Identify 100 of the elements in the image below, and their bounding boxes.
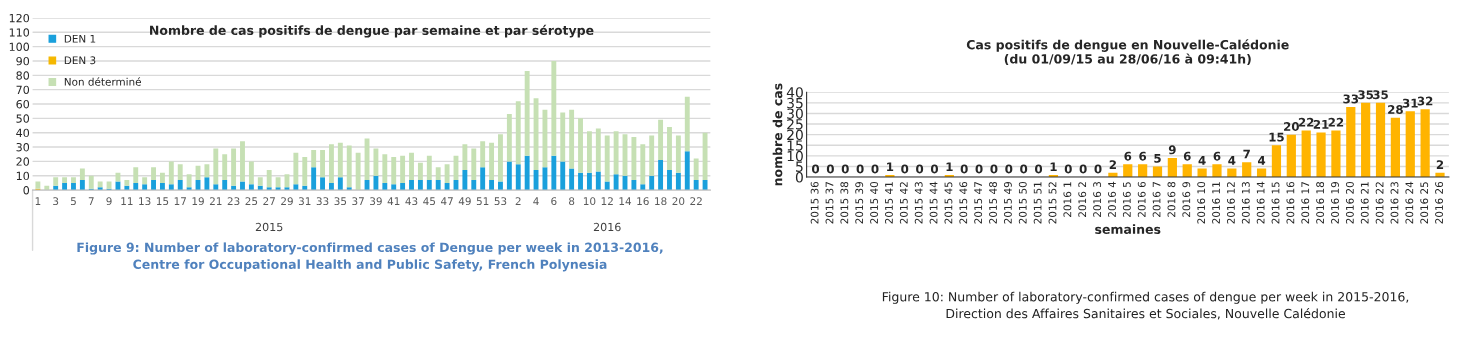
- x-tick-label: 2016 23: [1390, 182, 1399, 224]
- x-tick-label: 31: [298, 197, 311, 206]
- data-label: 6: [1213, 151, 1221, 161]
- x-tick-label: 41: [387, 197, 400, 205]
- x-tick-label: 12: [601, 197, 613, 205]
- x-tick-label: 19: [192, 197, 204, 206]
- x-tick-label: 2016 14: [1256, 181, 1265, 224]
- y-tick-label: 0: [795, 172, 803, 183]
- data-label: 2: [1436, 160, 1444, 169]
- data-label: 4: [1228, 156, 1236, 165]
- data-label: 0: [1064, 164, 1072, 174]
- x-tick-label: 2015 43: [914, 182, 923, 224]
- legend-label: Non déterminé: [64, 77, 141, 86]
- x-tick-label: 2016 20: [1345, 181, 1354, 224]
- x-tick-label: 2016 25: [1420, 182, 1429, 224]
- x-tick-label: 2015 50: [1018, 181, 1027, 224]
- x-tick-label: 1: [35, 197, 41, 205]
- x-tick-label: 6: [551, 197, 557, 206]
- x-tick-label: 2016 18: [1316, 181, 1325, 224]
- x-tick-label: 9: [106, 197, 112, 206]
- data-label: 35: [1358, 90, 1374, 100]
- chart-title: Cas positifs de dengue en Nouvelle-Calédonie: [966, 39, 1289, 52]
- x-tick-label: 2: [515, 197, 521, 205]
- x-tick-label: 49: [458, 197, 471, 206]
- y-tick-label: 90: [16, 56, 30, 66]
- y-tick-label: 15: [787, 140, 803, 151]
- x-tick-label: 2016 13: [1241, 182, 1250, 224]
- x-tick-label: 16: [637, 197, 649, 206]
- caption: Figure 9: Number of laboratory-confirmed cases of Dengue per week in 2013-2016, Centre for Occupational Health and Public Safety, French Polynesia: [77, 242, 663, 272]
- x-tick-label: 2015 36: [810, 181, 819, 224]
- caption: Figure 10: Number of laboratory-confirmed cases of dengue per week in 2015-2016, Direction des Affaires Sanitaires et Sociales, Nouvelle Calédonie: [882, 291, 1409, 320]
- data-label: 0: [930, 164, 939, 174]
- data-label: 6: [1124, 151, 1132, 161]
- data-label: 1: [946, 162, 953, 172]
- y-tick-label: 20: [16, 157, 30, 166]
- data-label: 0: [975, 164, 983, 174]
- x-tick-label: 2016 4: [1108, 181, 1116, 217]
- data-label: 0: [871, 164, 879, 174]
- data-label: 0: [1035, 164, 1043, 174]
- x-tick-label: 35: [334, 197, 347, 206]
- text: 2016: [593, 222, 621, 232]
- x-tick-label: 2015 38: [840, 181, 849, 224]
- y-tick-label: 120: [9, 13, 30, 23]
- text: 2015: [255, 222, 283, 232]
- data-label: 20: [1284, 122, 1299, 131]
- x-tick-label: 14: [619, 197, 632, 205]
- data-label: 6: [1183, 151, 1191, 161]
- x-tick-label: 2016 19: [1331, 181, 1339, 224]
- x-tick-label: 4: [533, 197, 539, 205]
- x-tick-label: 2016 15: [1271, 182, 1280, 224]
- x-tick-label: 2015 44: [929, 181, 938, 224]
- data-label: 22: [1328, 117, 1344, 127]
- x-axis-title: semaines: [1095, 224, 1161, 234]
- data-label: 1: [1050, 162, 1057, 172]
- data-label: 32: [1417, 96, 1433, 106]
- data-label: 0: [916, 164, 924, 174]
- x-tick-label: 18: [655, 197, 667, 206]
- data-label: 2: [1109, 160, 1116, 169]
- data-label: 0: [1020, 164, 1028, 174]
- x-tick-label: 23: [227, 197, 240, 206]
- data-label: 22: [1298, 117, 1314, 127]
- x-tick-label: 2016 2: [1078, 182, 1087, 217]
- data-label: 31: [1402, 98, 1418, 108]
- data-label: 21: [1313, 119, 1329, 129]
- x-tick-label: 2015 48: [989, 181, 997, 224]
- x-tick-label: 2016 5: [1122, 182, 1131, 217]
- data-label: 35: [1373, 90, 1388, 100]
- x-tick-label: 10: [583, 197, 596, 206]
- y-tick-label: 10: [16, 171, 30, 181]
- y-tick-label: 70: [16, 85, 30, 95]
- y-tick-label: 10: [787, 150, 803, 162]
- data-label: 0: [811, 164, 820, 174]
- legend-label: DEN 1: [64, 34, 96, 43]
- x-tick-label: 2015 37: [825, 182, 834, 224]
- y-tick-label: 35: [787, 97, 803, 109]
- x-tick-label: 3: [53, 197, 59, 206]
- x-tick-label: 21: [209, 197, 222, 205]
- x-tick-label: 5: [70, 197, 76, 206]
- data-label: 0: [1079, 164, 1087, 174]
- x-tick-label: 2016 12: [1226, 182, 1235, 224]
- data-label: 1: [887, 162, 894, 172]
- x-tick-label: 2016 10: [1197, 181, 1206, 224]
- x-tick-label: 17: [174, 197, 186, 205]
- y-tick-label: 80: [16, 71, 30, 80]
- data-label: 6: [1139, 151, 1147, 161]
- x-tick-label: 45: [423, 197, 436, 206]
- x-tick-label: 2015 46: [959, 181, 968, 224]
- x-tick-label: 39: [370, 197, 382, 206]
- y-tick-label: 40: [16, 128, 30, 138]
- data-label: 0: [826, 164, 834, 174]
- x-tick-label: 11: [121, 197, 133, 205]
- legend-label: DEN 3: [64, 56, 96, 65]
- data-label: 5: [1154, 154, 1161, 163]
- x-tick-label: 27: [263, 197, 275, 205]
- x-tick-label: 2016 21: [1360, 182, 1369, 224]
- data-label: 0: [901, 164, 909, 174]
- data-label: 4: [1198, 156, 1206, 165]
- y-tick-label: 25: [787, 119, 803, 130]
- data-label: 28: [1388, 105, 1403, 114]
- x-tick-label: 51: [476, 197, 489, 206]
